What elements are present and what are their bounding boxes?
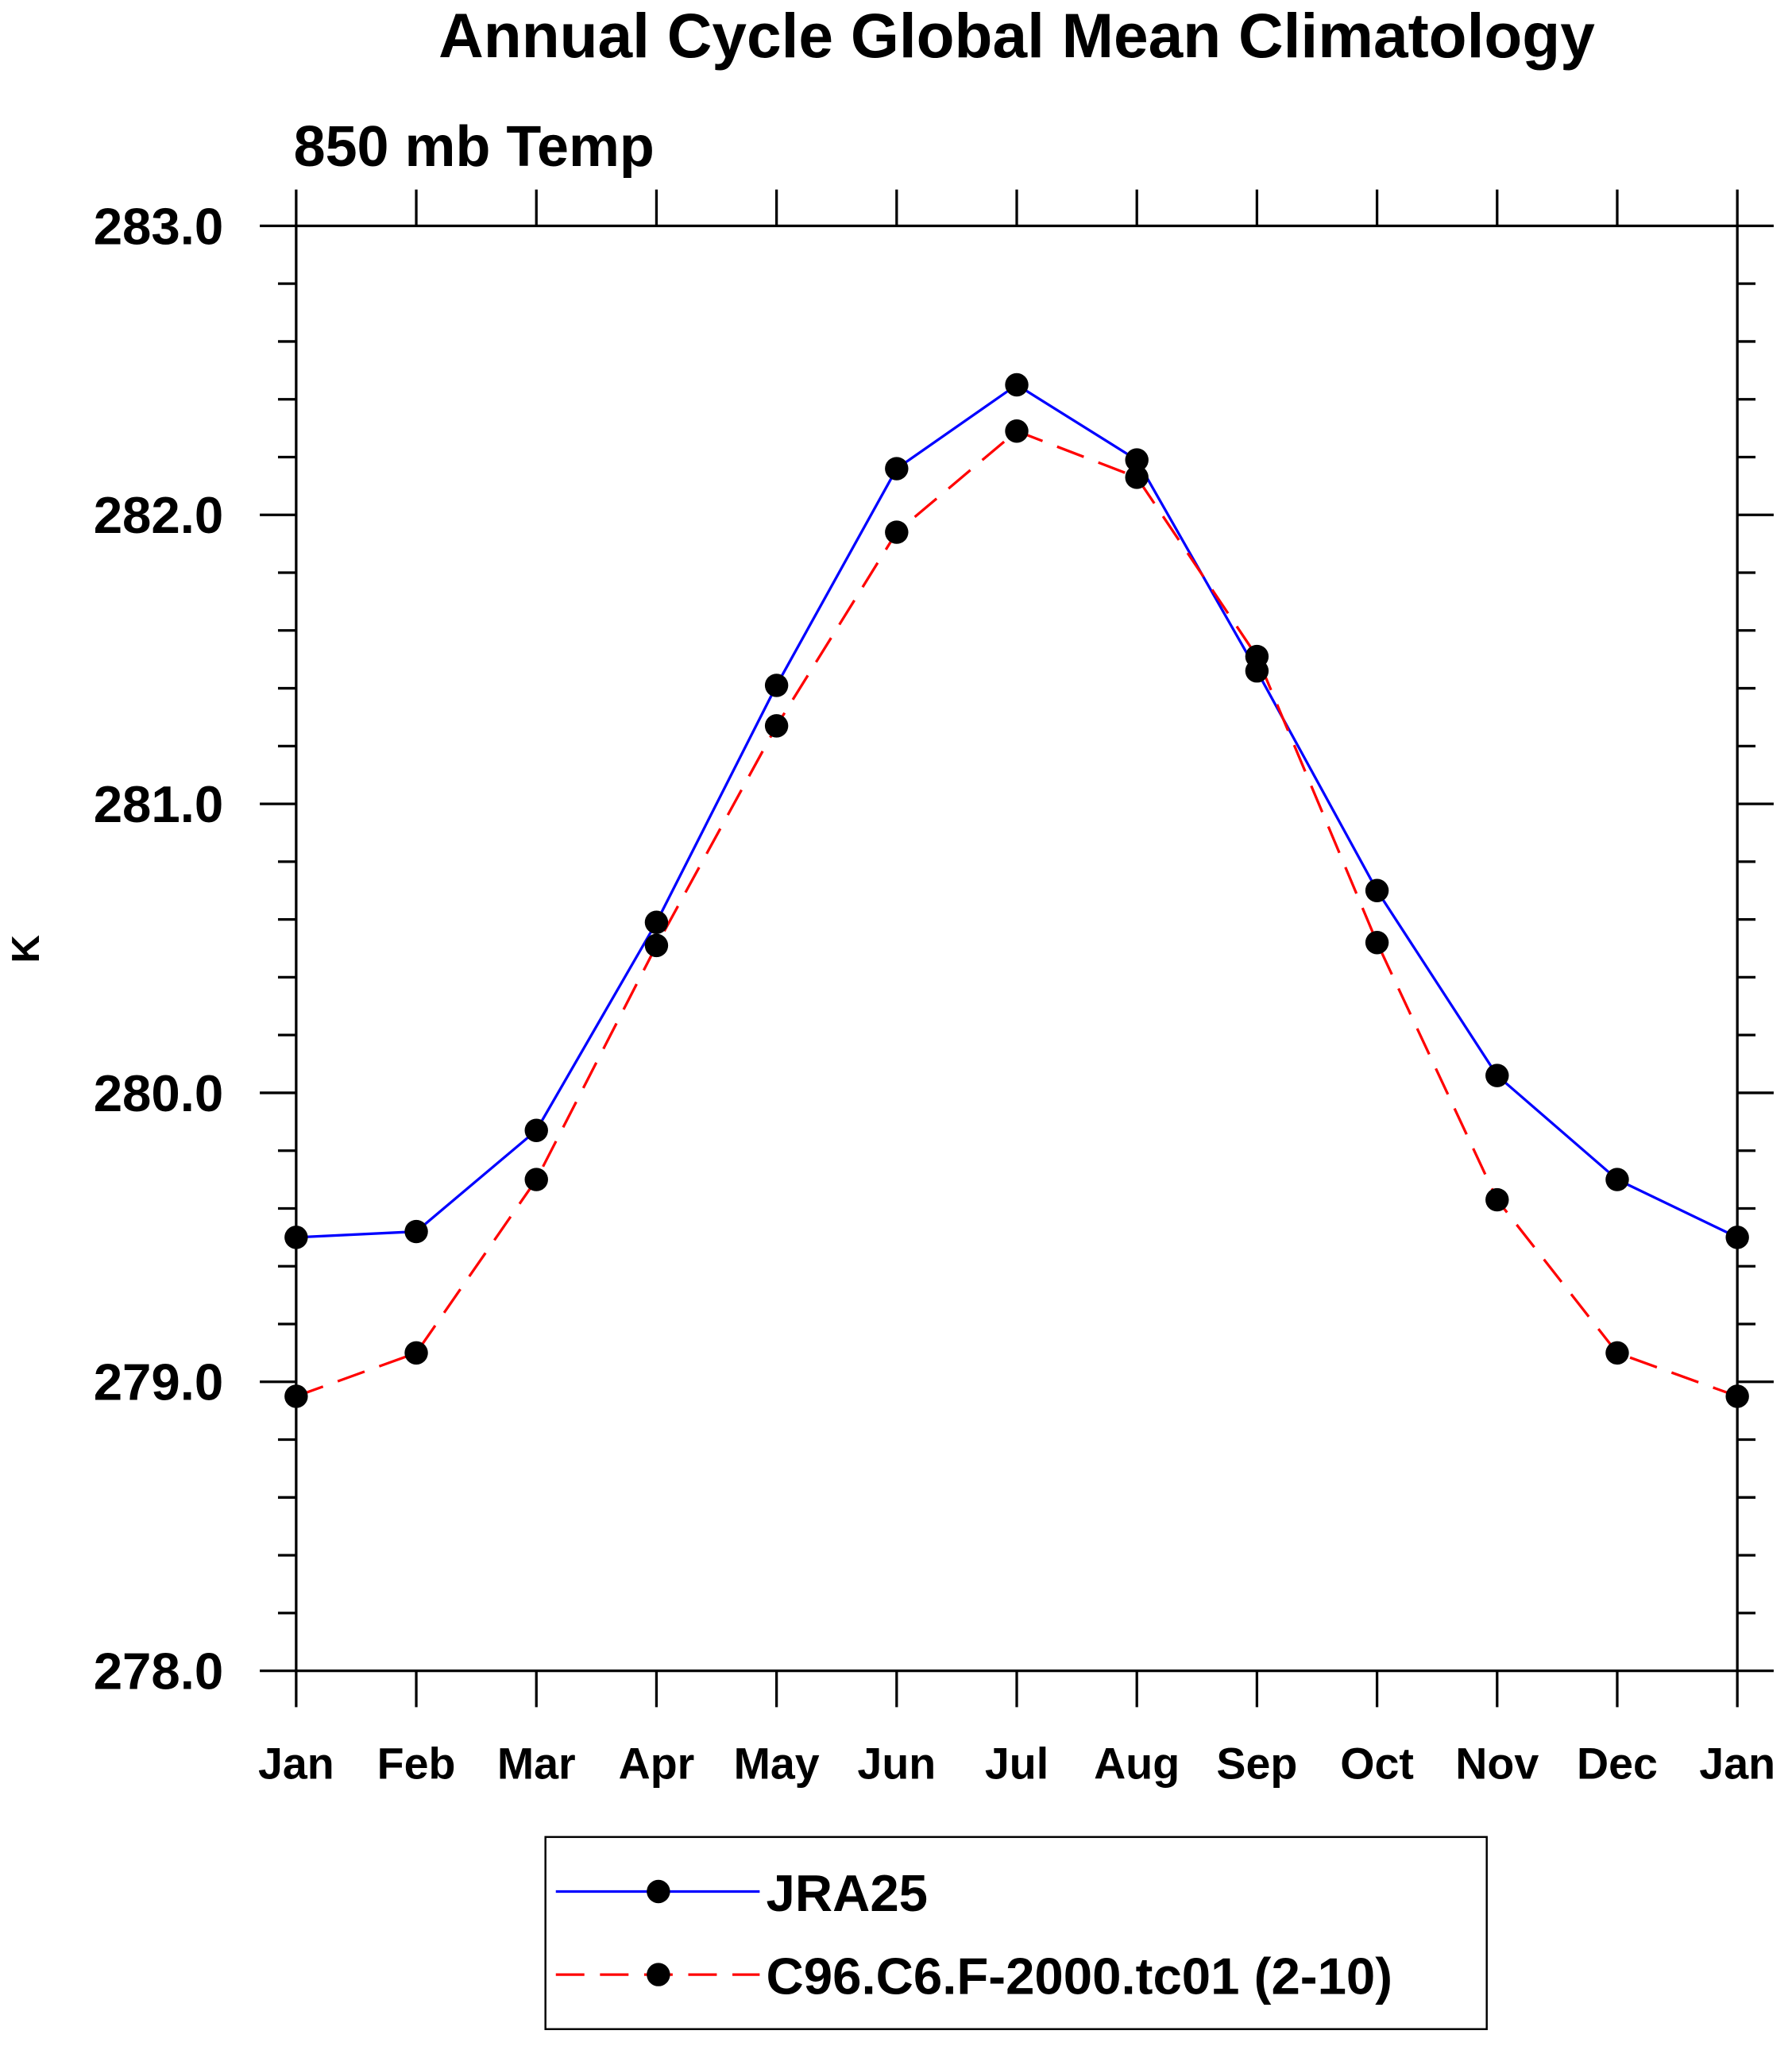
- data-point-1: [1725, 1384, 1749, 1408]
- y-tick-label: 282.0: [94, 486, 224, 544]
- series-line-1: [295, 429, 1738, 1398]
- data-point-0: [764, 674, 789, 697]
- x-tick-label: Nov: [1455, 1739, 1539, 1788]
- data-point-1: [404, 1341, 428, 1365]
- x-tick-label: Jul: [985, 1739, 1049, 1788]
- data-point-1: [1605, 1341, 1629, 1365]
- data-point-0: [1725, 1226, 1749, 1249]
- chart-title: Annual Cycle Global Mean Climatology: [438, 1, 1595, 71]
- data-point-0: [1005, 373, 1029, 397]
- data-point-0: [1125, 448, 1149, 472]
- y-tick-label: 279.0: [94, 1353, 224, 1411]
- chart-subtitle: 850 mb Temp: [294, 115, 655, 179]
- series-line-0: [295, 383, 1738, 1239]
- y-tick-label: 283.0: [94, 197, 224, 255]
- legend-label-jra25: JRA25: [767, 1864, 929, 1922]
- data-point-1: [764, 714, 789, 738]
- x-tick-label: Aug: [1094, 1739, 1180, 1788]
- x-tick-label: Oct: [1340, 1739, 1414, 1788]
- legend-label-model: C96.C6.F-2000.tc01 (2-10): [767, 1948, 1393, 2005]
- y-tick-label: 281.0: [94, 775, 224, 833]
- data-point-0: [404, 1219, 428, 1244]
- legend-marker-model: [647, 1963, 670, 1986]
- data-point-0: [885, 457, 909, 481]
- data-point-1: [1245, 644, 1269, 669]
- x-tick-label: Dec: [1577, 1739, 1658, 1788]
- data-point-0: [524, 1118, 548, 1142]
- data-point-1: [1125, 465, 1149, 489]
- x-tick-label: Mar: [497, 1739, 576, 1788]
- data-point-0: [1365, 878, 1389, 902]
- data-point-1: [644, 933, 669, 958]
- x-tick-label: Jan: [258, 1739, 334, 1788]
- y-tick-label: 278.0: [94, 1643, 224, 1700]
- data-point-0: [1485, 1064, 1509, 1087]
- data-point-0: [1605, 1168, 1629, 1191]
- y-axis-label: K: [5, 935, 48, 963]
- x-tick-label: Sep: [1216, 1739, 1297, 1788]
- legend: JRA25 C96.C6.F-2000.tc01 (2-10): [544, 1836, 1488, 2030]
- data-point-1: [1485, 1187, 1509, 1212]
- data-point-1: [1365, 931, 1389, 955]
- x-tick-label: Jun: [857, 1739, 936, 1788]
- data-point-0: [644, 910, 669, 934]
- data-point-1: [524, 1168, 548, 1191]
- data-point-1: [885, 520, 909, 544]
- x-tick-label: Feb: [377, 1739, 456, 1788]
- x-tick-label: Apr: [619, 1739, 695, 1788]
- legend-box: [544, 1836, 1488, 2030]
- legend-marker-jra25: [647, 1879, 670, 1904]
- x-tick-label: Jan: [1699, 1739, 1775, 1788]
- x-tick-label: May: [734, 1739, 820, 1788]
- y-tick-label: 280.0: [94, 1064, 224, 1122]
- data-point-1: [284, 1384, 308, 1408]
- data-point-0: [284, 1226, 308, 1249]
- data-point-1: [1005, 419, 1029, 443]
